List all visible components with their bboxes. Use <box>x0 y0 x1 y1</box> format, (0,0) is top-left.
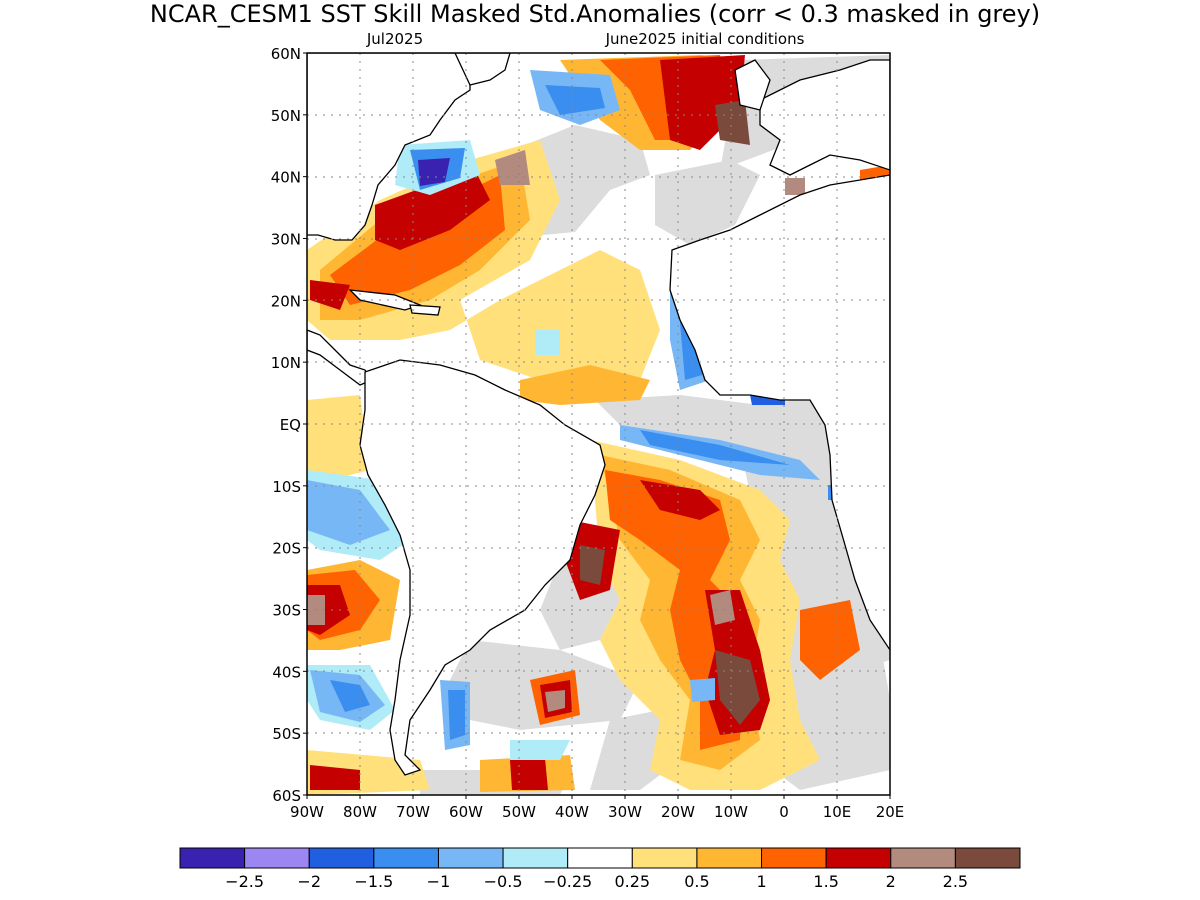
colorbar-tick-label: 1 <box>756 872 766 891</box>
lon-tick-label: 80W <box>343 803 377 821</box>
figure-title: NCAR_CESM1 SST Skill Masked Std.Anomalie… <box>150 0 1040 28</box>
colorbar-tick-label: −2 <box>297 872 321 891</box>
colorbar <box>179 847 1021 869</box>
colorbar-swatch <box>631 847 698 869</box>
lat-tick-label: 50N <box>271 107 301 125</box>
land-masses <box>307 53 890 776</box>
lat-tick-label: 40N <box>271 169 301 187</box>
colorbar-tick-label: −2.5 <box>225 872 264 891</box>
colorbar-tick-label: 1.5 <box>813 872 838 891</box>
lat-tick-label: EQ <box>280 416 301 434</box>
colorbar-tick-label: −0.5 <box>484 872 523 891</box>
lon-tick-label: 30W <box>608 803 642 821</box>
lat-tick-label: 50S <box>272 725 301 743</box>
colorbar-swatch <box>825 847 892 869</box>
africa <box>669 174 890 652</box>
colorbar-swatch <box>567 847 633 869</box>
lon-axis-labels: 90W 80W 70W 60W 50W 40W 30W 20W 10W 0 10E 20E <box>290 803 904 821</box>
colorbar-swatch <box>179 847 246 869</box>
colorbar-tick-label: −1 <box>427 872 451 891</box>
lat-tick-label: 10S <box>272 478 301 496</box>
colorbar-tick-label: 0.5 <box>684 872 709 891</box>
lon-tick-label: 40W <box>555 803 589 821</box>
lon-tick-label: 10E <box>823 803 852 821</box>
hispaniola <box>409 304 441 316</box>
europe <box>759 59 890 176</box>
axis-ticks <box>303 52 891 799</box>
colorbar-tick-label: 2 <box>886 872 896 891</box>
uk-ireland <box>734 59 771 111</box>
lon-tick-label: 60W <box>449 803 483 821</box>
colorbar-swatch <box>890 847 956 869</box>
colorbar-swatch <box>696 847 763 869</box>
colorbar-swatch <box>437 847 504 869</box>
south-america <box>359 359 606 776</box>
lat-tick-label: 60S <box>272 787 301 805</box>
colorbar-swatch <box>954 847 1021 869</box>
lon-tick-label: 70W <box>396 803 430 821</box>
lon-tick-label: 20E <box>876 803 905 821</box>
colorbar-swatch <box>244 847 310 869</box>
colorbar-tick-label: 2.5 <box>943 872 968 891</box>
lon-tick-label: 0 <box>779 803 789 821</box>
gridlines <box>307 53 890 795</box>
north-america <box>307 53 471 241</box>
map-panel <box>307 53 890 795</box>
colorbar-tick-label: −1.5 <box>354 872 393 891</box>
lat-tick-label: 10N <box>271 354 301 372</box>
colorbar-swatch <box>373 847 439 869</box>
lon-tick-label: 20W <box>661 803 695 821</box>
subtitle-month: Jul2025 <box>366 30 423 48</box>
lat-tick-label: 30N <box>271 231 301 249</box>
lon-tick-label: 10W <box>714 803 748 821</box>
greenland-coast <box>454 53 511 86</box>
lat-tick-label: 20N <box>271 292 301 310</box>
lat-axis-labels: 60N 50N 40N 30N 20N 10N EQ 10S 20S 30S 40S 50S 60S <box>271 45 301 805</box>
colorbar-tick-label: −0.25 <box>543 872 592 891</box>
lat-tick-label: 20S <box>272 540 301 558</box>
lat-tick-label: 30S <box>272 602 301 620</box>
colorbar-tick-labels: −2.5 −2 −1.5 −1 −0.5 −0.25 0.25 0.5 1 1.5 2 2.5 <box>225 872 968 891</box>
colorbar-tick-label: 0.25 <box>614 872 650 891</box>
colorbar-swatch <box>502 847 569 869</box>
lon-tick-label: 50W <box>502 803 536 821</box>
subtitle-init: June2025 initial conditions <box>605 30 805 48</box>
colorbar-swatch <box>761 847 827 869</box>
lon-tick-label: 90W <box>290 803 324 821</box>
colorbar-swatch <box>308 847 375 869</box>
lat-tick-label: 60N <box>271 45 301 63</box>
lat-tick-label: 40S <box>272 663 301 681</box>
